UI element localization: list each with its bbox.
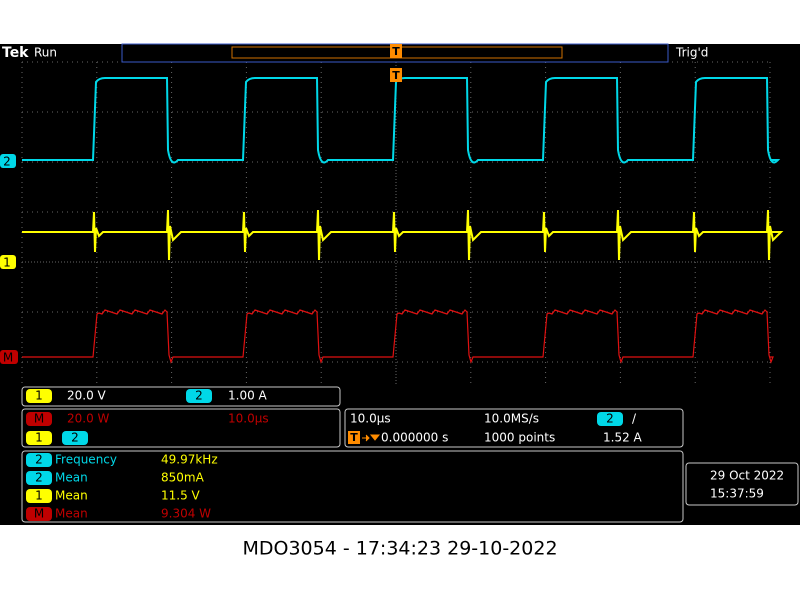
trigger-slope: / [632, 412, 637, 426]
trigger-source-label: 2 [606, 412, 614, 426]
math-box [21, 408, 341, 448]
scale-box [21, 386, 341, 407]
meas-channel: 2 [35, 453, 43, 467]
math-badge-label-badge [26, 412, 52, 426]
ch1-badge-label: 1 [35, 389, 43, 403]
run-state: Run [34, 46, 57, 60]
meas-name: Frequency [55, 453, 117, 467]
position-marker-label: T [350, 431, 358, 444]
meas-channel: 1 [35, 489, 43, 503]
meas-channel-badge [26, 507, 52, 521]
screen [0, 44, 800, 525]
readouts [21, 386, 799, 523]
timebase-box [344, 408, 684, 448]
trigger-marker [390, 44, 402, 58]
math-badge-label: M [34, 412, 44, 426]
meas-channel-badge [26, 471, 52, 485]
source2-label-badge [62, 431, 88, 445]
footer: MDO3054 - 17:34:23 29-10-2022 [242, 538, 557, 560]
trigger-status: Trig'd [675, 46, 708, 60]
meas-value: 9.304 W [161, 507, 211, 521]
time: 15:37:59 [710, 487, 764, 501]
record-length: 1000 points [484, 431, 555, 445]
position-arrow [362, 434, 381, 442]
math-scale: 20.0 W [67, 412, 110, 426]
trigger-marker-label: T [392, 45, 400, 58]
trigger-wave-marker [390, 68, 402, 82]
ch2-marker [0, 154, 16, 168]
ch1-label: 1 [3, 256, 11, 270]
ch1-trace [22, 209, 784, 261]
math-trace [22, 309, 774, 364]
math-label: M [3, 351, 13, 365]
ch2-badge-label-badge [186, 389, 212, 403]
brand: Tek [2, 45, 29, 61]
meas-name: Mean [55, 489, 88, 503]
date: 29 Oct 2022 [710, 469, 784, 483]
ch1-marker [0, 255, 16, 269]
ch2-label: 2 [3, 155, 11, 169]
source1-label-badge [26, 431, 52, 445]
trigger-level: 1.52 A [603, 431, 643, 445]
meas-channel: 2 [35, 471, 43, 485]
time-per-div: 10.0µs [350, 412, 391, 426]
ch1-badge-label-badge [26, 389, 52, 403]
horizontal-position: 0.000000 s [381, 431, 448, 445]
meas-value: 49.97kHz [161, 453, 218, 467]
meas-channel: M [34, 507, 44, 521]
math-time-scale: 10.0µs [228, 412, 269, 426]
ch2-scale: 1.00 A [228, 389, 268, 403]
trigger-wave-label: T [392, 69, 400, 82]
meas-channel-badge [26, 453, 52, 467]
ch2-trace [22, 77, 781, 164]
meas-channel-badge [26, 489, 52, 503]
meas-name: Mean [55, 507, 88, 521]
trigger-source-label-badge [597, 412, 623, 426]
ch1-scale: 20.0 V [67, 389, 107, 403]
sample-rate: 10.0MS/s [484, 412, 539, 426]
ch2-badge-label: 2 [195, 389, 203, 403]
meas-value: 850mA [161, 471, 205, 485]
waveforms [22, 77, 784, 364]
source2-label: 2 [71, 431, 79, 445]
meas-value: 11.5 V [161, 489, 201, 503]
datetime-box [685, 462, 799, 506]
math-marker [0, 350, 18, 364]
measurement-box [21, 450, 684, 523]
position-marker [348, 431, 360, 444]
meas-name: Mean [55, 471, 88, 485]
source1-label: 1 [35, 431, 43, 445]
